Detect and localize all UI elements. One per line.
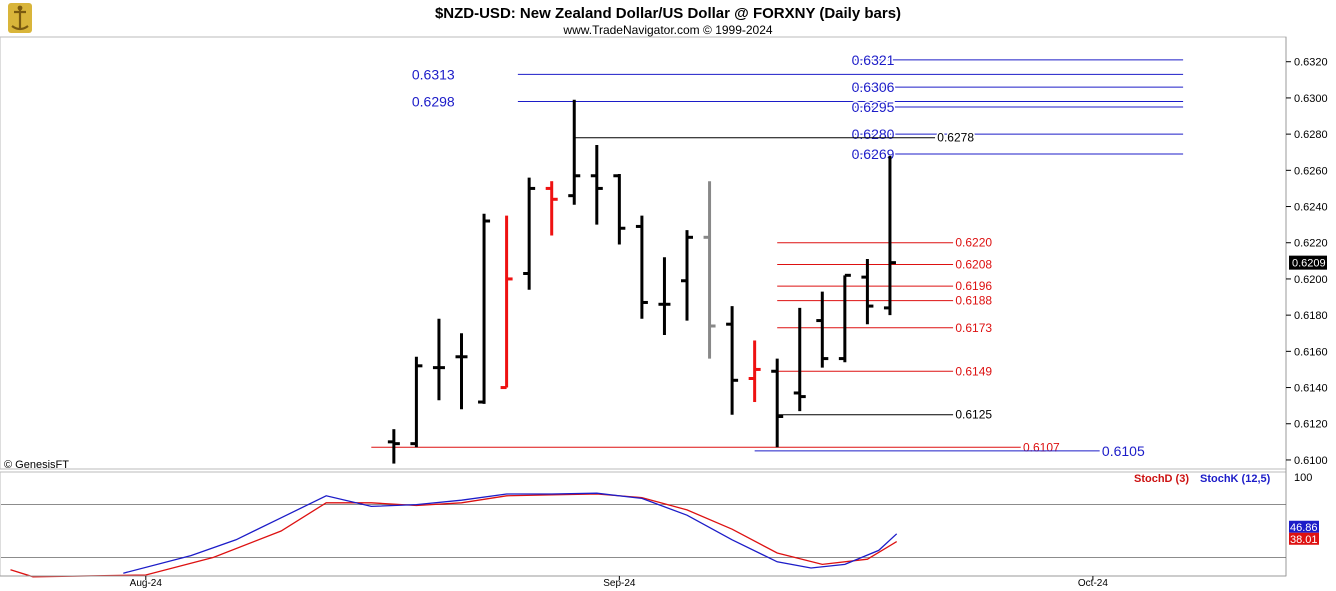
time-tick-label: Aug-24	[130, 578, 163, 589]
watermark-label: © GenesisFT	[4, 459, 69, 471]
ohlc-bar	[523, 177, 536, 290]
ohlc-bar	[455, 333, 468, 410]
stoch-k-value-box	[1289, 520, 1319, 533]
price-tick-label: 0.6200	[1294, 274, 1328, 286]
last-price-label: 0.6209	[1292, 258, 1326, 270]
price-tick-label: 0.6220	[1294, 238, 1328, 250]
ohlc-bar	[861, 259, 874, 325]
price-tick-label: 0.6320	[1294, 57, 1328, 69]
ohlc-bar	[838, 273, 851, 363]
stoch-k-value: 46.86	[1290, 522, 1318, 534]
ohlc-bar	[883, 155, 896, 316]
ohlc-bar	[748, 340, 761, 403]
price-tick-label: 0.6300	[1294, 93, 1328, 105]
level-label: 0.6125	[955, 408, 992, 422]
price-tick-label: 0.6100	[1294, 455, 1328, 467]
level-label: 0.6313	[412, 66, 455, 82]
level-label: 0.6196	[955, 279, 992, 293]
ohlc-bar	[703, 181, 716, 359]
price-tick-label: 0.6280	[1294, 129, 1328, 141]
level-label: 0.6269	[852, 146, 895, 162]
stoch-k-line	[123, 492, 898, 574]
level-label: 0.6107	[1023, 440, 1060, 454]
level-label: 0.6173	[955, 321, 992, 335]
ohlc-bar	[658, 257, 671, 336]
legend-stoch-d: StochD (3)	[1134, 473, 1189, 485]
level-label: 0.6105	[1102, 443, 1145, 459]
level-lines: 0.6321 0.6313 0.6306 0.6298 0.6295 0.6280 0.62…	[371, 50, 1184, 460]
price-tick-label: 0.6260	[1294, 165, 1328, 177]
ohlc-bar	[432, 318, 445, 401]
ohlc-bar	[410, 356, 423, 448]
price-tick-label: 0.6160	[1294, 346, 1328, 358]
ohlc-bar	[726, 306, 739, 415]
price-axis: 0.6100 0.6120 0.6140 0.6160 0.6180 0.6200 0.62…	[1286, 57, 1328, 467]
ohlc-bar	[387, 429, 400, 464]
level-label: 0.6208	[955, 257, 992, 271]
chart-title: $NZD-USD: New Zealand Dollar/US Dollar @…	[435, 5, 901, 22]
stochastic-panel-frame	[0, 471, 1287, 577]
ohlc-bar	[545, 181, 558, 236]
time-tick-label: Sep-24	[603, 578, 636, 589]
ohlc-bar	[793, 307, 806, 412]
stoch-top-label: 100	[1294, 472, 1312, 484]
level-label: 0.6298	[412, 94, 455, 110]
time-tick-label: Oct-24	[1078, 578, 1108, 589]
stoch-d-value-box	[1289, 532, 1319, 545]
price-tick-label: 0.6240	[1294, 202, 1328, 214]
ohlc-bar	[613, 173, 626, 245]
stoch-d-line	[10, 493, 898, 578]
level-label: 0.6321	[852, 52, 895, 68]
time-axis: Aug-24 Sep-24 Oct-24	[0, 575, 1286, 589]
ohlc-bar	[816, 291, 829, 368]
logo-icon	[8, 3, 32, 33]
ohlc-bar	[478, 213, 491, 404]
price-tick-label: 0.6180	[1294, 310, 1328, 322]
ohlc-bar	[500, 215, 513, 390]
ohlc-bar	[635, 215, 648, 319]
level-label: 0.6280	[852, 126, 895, 142]
last-price-box	[1289, 255, 1327, 270]
stoch-d-value: 38.01	[1290, 534, 1318, 546]
level-label: 0.6295	[852, 99, 895, 115]
level-label: 0.6149	[955, 364, 992, 378]
level-label: 0.6188	[955, 294, 992, 308]
chart-subtitle: www.TradeNavigator.com © 1999-2024	[562, 23, 772, 37]
price-tick-label: 0.6140	[1294, 383, 1328, 395]
legend-stoch-k: StochK (12,5)	[1200, 473, 1271, 485]
ohlc-bar	[568, 99, 581, 205]
ohlc-bar	[590, 144, 603, 225]
level-label: 0.6220	[955, 236, 992, 250]
ohlc-bar	[771, 358, 784, 448]
price-tick-label: 0.6120	[1294, 419, 1328, 431]
ohlc-bar	[681, 230, 693, 321]
level-label: 0.6306	[852, 79, 895, 95]
ohlc-bars	[387, 99, 896, 464]
level-label: 0.6278	[937, 131, 974, 145]
